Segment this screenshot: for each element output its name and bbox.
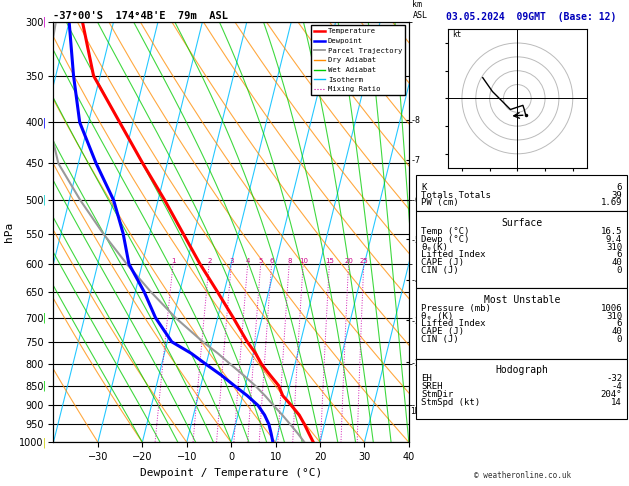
- Text: CAPE (J): CAPE (J): [421, 258, 464, 267]
- Y-axis label: Mixing Ratio (g/kg): Mixing Ratio (g/kg): [421, 185, 431, 279]
- Text: 6: 6: [616, 250, 622, 260]
- Text: 15: 15: [325, 258, 334, 264]
- Text: 0: 0: [616, 266, 622, 275]
- Legend: Temperature, Dewpoint, Parcel Trajectory, Dry Adiabat, Wet Adiabat, Isotherm, Mi: Temperature, Dewpoint, Parcel Trajectory…: [311, 25, 405, 95]
- Text: kt: kt: [452, 31, 462, 39]
- Text: 10: 10: [299, 258, 308, 264]
- Text: 6: 6: [616, 319, 622, 329]
- Text: 4: 4: [246, 258, 250, 264]
- Text: 8: 8: [287, 258, 292, 264]
- Text: CAPE (J): CAPE (J): [421, 327, 464, 336]
- Text: |: |: [42, 312, 46, 323]
- Y-axis label: hPa: hPa: [4, 222, 14, 242]
- Text: 1006: 1006: [601, 304, 622, 313]
- Text: StmSpd (kt): StmSpd (kt): [421, 398, 481, 407]
- Text: SREH: SREH: [421, 382, 443, 391]
- Text: 25: 25: [360, 258, 369, 264]
- Text: |: |: [42, 117, 46, 127]
- Text: 0: 0: [616, 335, 622, 344]
- Text: Lifted Index: Lifted Index: [421, 319, 486, 329]
- Text: -32: -32: [606, 374, 622, 383]
- Text: CIN (J): CIN (J): [421, 266, 459, 275]
- Text: 39: 39: [611, 191, 622, 200]
- Text: 16.5: 16.5: [601, 227, 622, 236]
- Text: 6: 6: [616, 183, 622, 192]
- Text: 1.69: 1.69: [601, 198, 622, 208]
- Text: 2: 2: [207, 258, 211, 264]
- Text: |: |: [42, 195, 46, 206]
- Text: 6: 6: [270, 258, 274, 264]
- Text: CIN (J): CIN (J): [421, 335, 459, 344]
- Text: 1: 1: [171, 258, 175, 264]
- Text: 3: 3: [230, 258, 234, 264]
- Text: EH: EH: [421, 374, 432, 383]
- Text: Dewp (°C): Dewp (°C): [421, 235, 470, 244]
- Text: 40: 40: [611, 327, 622, 336]
- Text: Lifted Index: Lifted Index: [421, 250, 486, 260]
- Text: km
ASL: km ASL: [413, 0, 427, 20]
- Text: K: K: [421, 183, 427, 192]
- Text: Most Unstable: Most Unstable: [484, 295, 560, 305]
- Text: 310: 310: [606, 243, 622, 252]
- Text: 204°: 204°: [601, 390, 622, 399]
- Text: 40: 40: [611, 258, 622, 267]
- Text: |: |: [42, 17, 46, 27]
- Text: |: |: [42, 380, 46, 391]
- Text: |: |: [42, 437, 46, 448]
- X-axis label: Dewpoint / Temperature (°C): Dewpoint / Temperature (°C): [140, 468, 322, 478]
- Text: Temp (°C): Temp (°C): [421, 227, 470, 236]
- Text: -37°00'S  174°4B'E  79m  ASL: -37°00'S 174°4B'E 79m ASL: [53, 11, 228, 21]
- Text: 5: 5: [259, 258, 263, 264]
- Text: Totals Totals: Totals Totals: [421, 191, 491, 200]
- Text: StmDir: StmDir: [421, 390, 454, 399]
- Text: 310: 310: [606, 312, 622, 321]
- Text: PW (cm): PW (cm): [421, 198, 459, 208]
- Text: Surface: Surface: [501, 218, 542, 228]
- Text: θₑ (K): θₑ (K): [421, 312, 454, 321]
- Text: θₑ(K): θₑ(K): [421, 243, 448, 252]
- Text: Hodograph: Hodograph: [495, 365, 548, 375]
- Text: Pressure (mb): Pressure (mb): [421, 304, 491, 313]
- Text: 9.4: 9.4: [606, 235, 622, 244]
- Text: 03.05.2024  09GMT  (Base: 12): 03.05.2024 09GMT (Base: 12): [447, 12, 616, 22]
- Text: -4: -4: [611, 382, 622, 391]
- Text: 14: 14: [611, 398, 622, 407]
- Text: 1LCL: 1LCL: [410, 407, 429, 416]
- Text: © weatheronline.co.uk: © weatheronline.co.uk: [474, 471, 571, 480]
- Text: 20: 20: [344, 258, 353, 264]
